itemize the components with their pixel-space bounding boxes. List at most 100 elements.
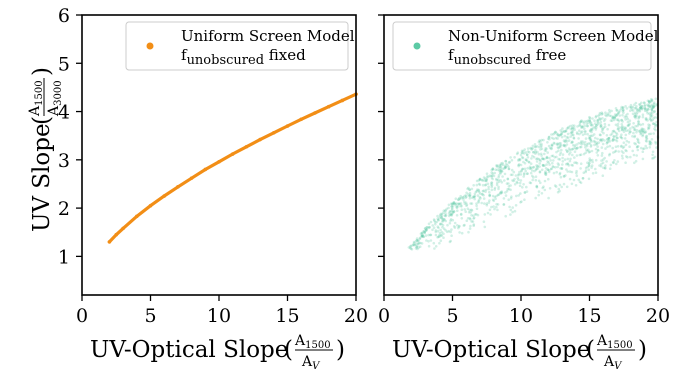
non-uniform-model-point — [603, 139, 606, 142]
non-uniform-model-point — [522, 175, 525, 178]
non-uniform-model-point — [611, 139, 614, 142]
non-uniform-model-point — [575, 154, 579, 157]
non-uniform-model-point — [643, 130, 646, 133]
non-uniform-model-point — [477, 188, 480, 192]
left-y-tick-label: 5 — [58, 53, 70, 75]
non-uniform-model-point — [616, 160, 620, 163]
non-uniform-model-point — [432, 241, 436, 245]
non-uniform-model-point — [529, 162, 533, 165]
non-uniform-model-point — [524, 158, 528, 161]
non-uniform-model-point — [421, 234, 424, 237]
non-uniform-model-point — [595, 126, 598, 129]
non-uniform-model-point — [520, 151, 524, 154]
non-uniform-model-point — [565, 135, 569, 139]
non-uniform-model-point — [463, 200, 466, 204]
non-uniform-model-point — [615, 162, 618, 166]
non-uniform-model-point — [440, 214, 444, 217]
right-y-ticks — [378, 14, 384, 258]
non-uniform-model-point — [596, 123, 599, 126]
non-uniform-model-point — [604, 164, 607, 167]
non-uniform-model-point — [504, 165, 508, 169]
non-uniform-model-point — [616, 145, 620, 148]
non-uniform-model-point — [572, 126, 576, 130]
non-uniform-model-point — [439, 222, 442, 226]
non-uniform-model-point — [437, 235, 440, 239]
non-uniform-model-point — [512, 179, 515, 183]
non-uniform-model-point — [494, 197, 497, 201]
non-uniform-model-point — [563, 158, 567, 161]
non-uniform-model-point — [565, 185, 569, 189]
non-uniform-model-point — [420, 235, 424, 238]
non-uniform-model-point — [501, 163, 505, 166]
non-uniform-model-point — [587, 151, 591, 154]
non-uniform-model-point — [513, 156, 516, 159]
non-uniform-model-point — [518, 157, 522, 161]
non-uniform-model-point — [587, 142, 590, 145]
non-uniform-model-point — [650, 108, 654, 112]
uniform-model-point — [121, 226, 125, 231]
non-uniform-model-point — [485, 203, 489, 207]
non-uniform-model-point — [589, 134, 593, 138]
non-uniform-model-point — [468, 217, 472, 220]
non-uniform-model-point — [616, 127, 620, 131]
non-uniform-model-point — [560, 135, 564, 139]
non-uniform-model-point — [633, 111, 637, 115]
non-uniform-model-point — [606, 141, 609, 144]
non-uniform-model-point — [490, 176, 494, 179]
non-uniform-model-point — [547, 135, 551, 139]
non-uniform-model-point — [419, 241, 422, 245]
non-uniform-model-point — [653, 122, 657, 126]
non-uniform-model-point — [490, 171, 494, 174]
non-uniform-model-point — [460, 205, 463, 208]
non-uniform-model-point — [604, 113, 607, 117]
non-uniform-model-point — [525, 158, 528, 162]
non-uniform-model-point — [513, 209, 517, 213]
non-uniform-model-point — [591, 117, 594, 120]
non-uniform-model-point — [538, 143, 541, 146]
non-uniform-model-point — [620, 133, 623, 136]
left-x-label-frac-num: A1500 — [294, 333, 331, 351]
non-uniform-model-point — [646, 107, 650, 111]
non-uniform-model-point — [599, 165, 603, 168]
non-uniform-model-point — [496, 193, 500, 197]
non-uniform-model-point — [425, 228, 428, 232]
non-uniform-model-point — [523, 162, 527, 165]
non-uniform-model-point — [566, 150, 569, 154]
non-uniform-model-point — [539, 159, 542, 163]
left-legend-line2: funobscured fixed — [181, 46, 306, 68]
non-uniform-model-point — [448, 240, 452, 244]
non-uniform-model-point — [613, 130, 616, 134]
non-uniform-model-point — [541, 163, 545, 167]
non-uniform-model-point — [647, 126, 651, 129]
non-uniform-model-point — [626, 120, 630, 124]
non-uniform-model-point — [523, 148, 526, 151]
non-uniform-model-point — [568, 153, 571, 156]
non-uniform-model-point — [424, 228, 428, 232]
non-uniform-model-point — [433, 247, 436, 250]
non-uniform-model-point — [581, 126, 584, 129]
non-uniform-model-point — [511, 173, 514, 177]
non-uniform-model-point — [468, 227, 472, 230]
non-uniform-model-point — [616, 136, 619, 140]
non-uniform-model-point — [575, 143, 578, 146]
non-uniform-model-point — [620, 123, 624, 126]
non-uniform-model-point — [649, 111, 653, 115]
non-uniform-model-point — [522, 173, 526, 176]
non-uniform-model-point — [632, 131, 635, 135]
non-uniform-model-point — [503, 166, 506, 170]
non-uniform-model-point — [572, 178, 576, 182]
non-uniform-model-point — [460, 208, 464, 211]
non-uniform-model-point — [635, 114, 638, 118]
non-uniform-model-point — [585, 143, 589, 146]
non-uniform-model-point — [625, 139, 629, 143]
non-uniform-model-point — [473, 195, 476, 199]
non-uniform-model-point — [568, 148, 571, 152]
non-uniform-model-point — [621, 146, 625, 150]
non-uniform-model-point — [472, 216, 476, 220]
non-uniform-model-point — [475, 202, 478, 205]
non-uniform-model-point — [556, 165, 559, 169]
non-uniform-model-point — [612, 129, 616, 133]
left-x-tick-label: 20 — [344, 305, 368, 327]
non-uniform-model-point — [564, 174, 567, 177]
non-uniform-model-point — [588, 137, 592, 140]
